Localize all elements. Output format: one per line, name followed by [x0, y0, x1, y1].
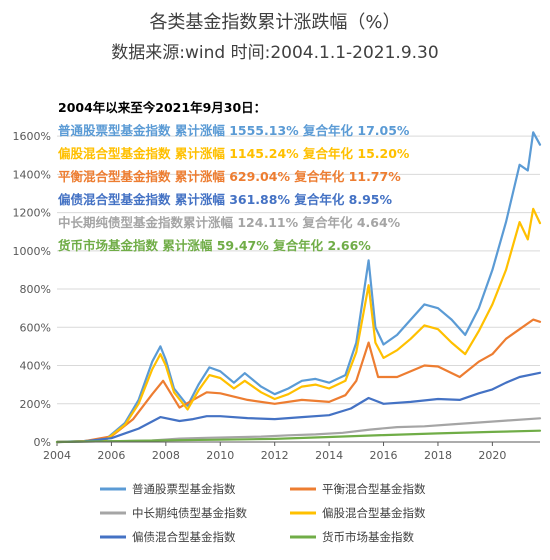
y-tick-label: 200%: [20, 398, 51, 411]
annotation-line: 货币市场基金指数 累计涨幅 59.47% 复合年化 2.66%: [58, 238, 371, 253]
series-line: [55, 429, 542, 444]
annotation-line: 普通股票型基金指数 累计涨幅 1555.13% 复合年化 17.05%: [58, 123, 410, 138]
series-line: [55, 131, 542, 444]
annotation-header: 2004年以来至今2021年9月30日：: [58, 100, 266, 115]
x-tick-label: 2018: [424, 449, 452, 462]
x-tick-label: 2008: [152, 449, 180, 462]
y-axis-ticks: 0% 200% 400% 600% 800% 1000% 1200% 1400% 1600%: [13, 130, 51, 449]
annotation-line: 平衡混合型基金指数 累计涨幅 629.04% 复合年化 11.77%: [58, 169, 401, 184]
y-tick-label: 800%: [20, 283, 51, 296]
series-lines: [55, 131, 542, 444]
series-line: [55, 207, 542, 444]
legend-label: 平衡混合型基金指数: [322, 482, 426, 496]
x-tick-label: 2004: [43, 449, 71, 462]
x-tick-label: 2020: [478, 449, 506, 462]
legend-label: 偏股混合型基金指数: [322, 506, 426, 520]
annotation-line: 偏债混合型基金指数 累计涨幅 361.88% 复合年化 8.95%: [58, 192, 393, 207]
y-tick-label: 1200%: [13, 207, 51, 220]
legend-label: 中长期纯债型基金指数: [132, 506, 247, 520]
legend-label: 普通股票型基金指数: [132, 482, 236, 496]
series-line: [55, 371, 542, 444]
grid-lines: [57, 135, 540, 405]
y-tick-label: 1000%: [13, 245, 51, 258]
y-tick-label: 600%: [20, 321, 51, 334]
annotation-line: 偏股混合型基金指数 累计涨幅 1145.24% 复合年化 15.20%: [58, 146, 410, 161]
legend-label: 偏债混合型基金指数: [132, 530, 236, 544]
chart-subtitle: 数据来源:wind 时间:2004.1.1-2021.9.30: [111, 43, 438, 63]
y-tick-label: 1600%: [13, 130, 51, 143]
x-tick-label: 2010: [206, 449, 234, 462]
y-tick-label: 1400%: [13, 168, 51, 181]
series-line: [55, 318, 542, 444]
x-tick-label: 2012: [261, 449, 289, 462]
annotation-block: 普通股票型基金指数 累计涨幅 1555.13% 复合年化 17.05% 偏股混合型…: [58, 123, 410, 253]
y-tick-label: 400%: [20, 360, 51, 373]
chart-title: 各类基金指数累计涨跌幅（%）: [149, 12, 400, 33]
annotation-line: 中长期纯债型基金指数累计涨幅 124.11% 复合年化 4.64%: [58, 215, 401, 230]
x-tick-label: 2016: [370, 449, 398, 462]
y-tick-label: 0%: [34, 436, 51, 449]
x-tick-label: 2006: [97, 449, 125, 462]
x-tick-label: 2014: [315, 449, 343, 462]
x-axis-ticks: 2004 2006 2008 2010 2012 2014 2016 2018 2020: [43, 442, 506, 462]
legend-label: 货币市场基金指数: [322, 530, 414, 544]
